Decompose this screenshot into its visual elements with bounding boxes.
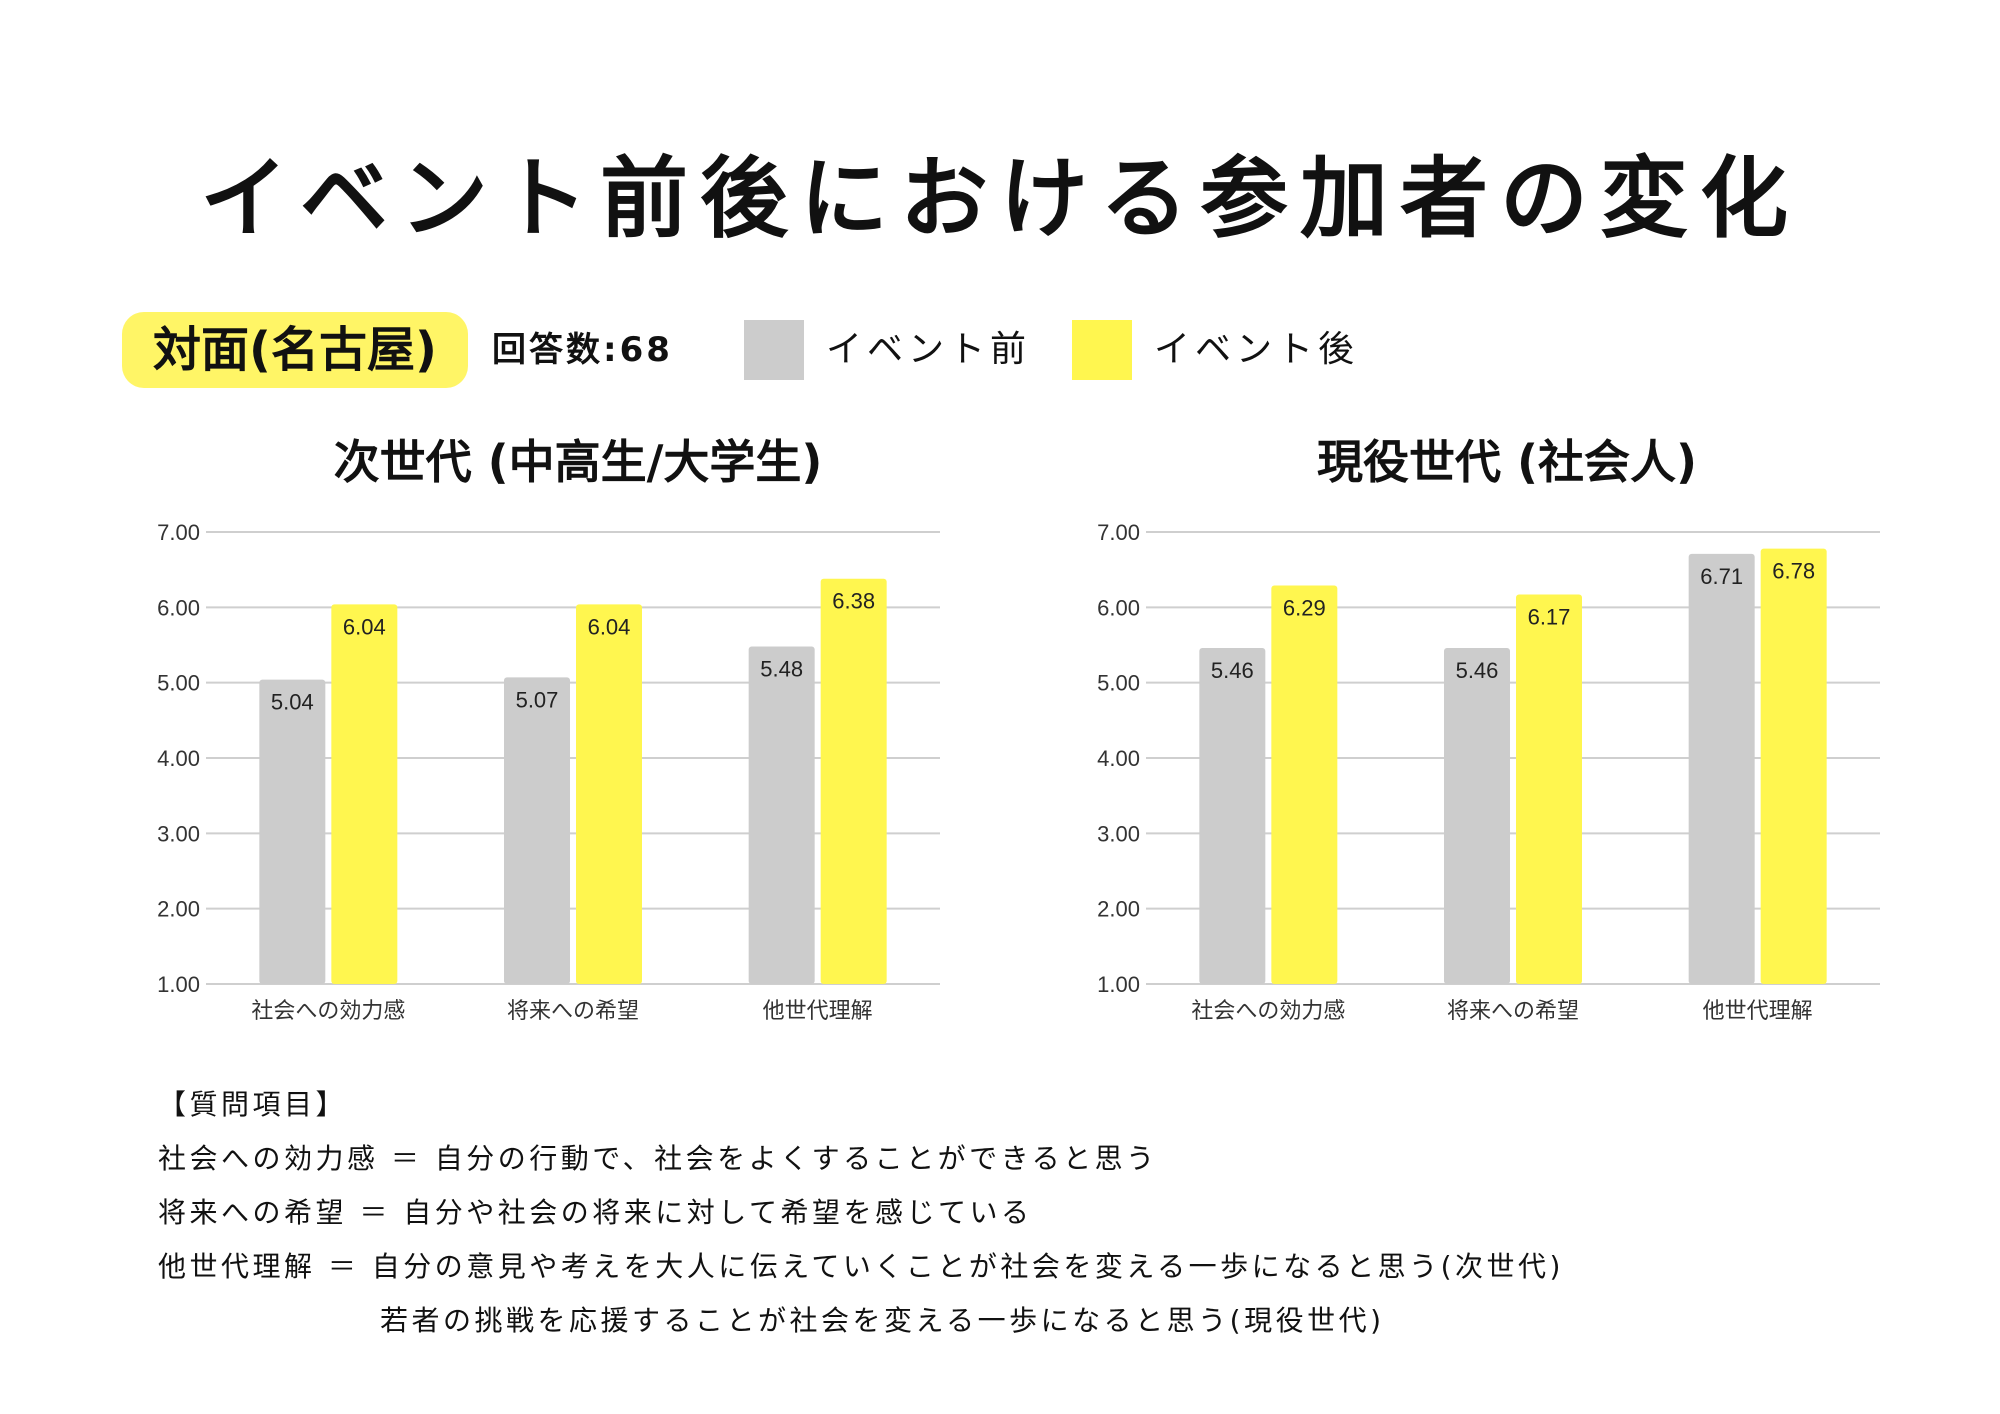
bar-after bbox=[576, 604, 642, 984]
notes-line: 若者の挑戦を応援することが社会を変える一歩になると思う(現役世代) bbox=[380, 1304, 1385, 1337]
x-category-label: 社会への効力感 bbox=[251, 999, 405, 1024]
bar-before bbox=[1199, 648, 1266, 984]
data-label: 6.04 bbox=[588, 614, 631, 639]
data-label: 5.07 bbox=[516, 687, 559, 712]
bar-after bbox=[1271, 585, 1338, 984]
data-label: 6.17 bbox=[1528, 605, 1571, 630]
bar-before bbox=[1688, 553, 1755, 984]
y-tick-label: 2.00 bbox=[157, 897, 200, 922]
data-label: 6.29 bbox=[1283, 595, 1326, 620]
bar-after bbox=[1516, 594, 1582, 984]
legend-label-after: イベント後 bbox=[1154, 329, 1360, 370]
x-category-label: 将来への希望 bbox=[507, 999, 639, 1024]
bar-before bbox=[259, 679, 326, 984]
y-tick-label: 1.00 bbox=[157, 972, 200, 997]
y-tick-label: 5.00 bbox=[157, 671, 200, 696]
location-badge: 対面(名古屋) bbox=[122, 312, 468, 388]
bar-after bbox=[1760, 548, 1827, 984]
y-tick-label: 5.00 bbox=[1097, 671, 1140, 696]
x-category-label: 社会への効力感 bbox=[1191, 999, 1345, 1024]
x-category-label: 他世代理解 bbox=[763, 999, 873, 1024]
data-label: 6.78 bbox=[1772, 559, 1815, 584]
legend-label-before: イベント前 bbox=[826, 329, 1032, 370]
y-tick-label: 3.00 bbox=[1097, 821, 1140, 846]
notes-heading: 【質問項目】 bbox=[158, 1088, 348, 1121]
y-tick-label: 4.00 bbox=[1097, 746, 1140, 771]
data-label: 6.71 bbox=[1700, 564, 1743, 589]
bar-after bbox=[820, 578, 887, 984]
y-tick-label: 7.00 bbox=[1097, 520, 1140, 545]
y-tick-label: 6.00 bbox=[1097, 595, 1140, 620]
x-category-label: 他世代理解 bbox=[1703, 999, 1813, 1024]
data-label: 6.38 bbox=[832, 589, 875, 614]
chart-working-generation: 1.00 2.00 3.00 4.00 5.00 6.00 7.00 5.46 6.29 社会への… bbox=[1097, 520, 1880, 1024]
data-label: 5.04 bbox=[271, 690, 314, 715]
y-tick-label: 7.00 bbox=[157, 520, 200, 545]
y-tick-label: 4.00 bbox=[157, 746, 200, 771]
legend-swatch-before bbox=[744, 320, 804, 380]
respondent-count: 回答数:68 bbox=[492, 330, 673, 370]
data-label: 5.46 bbox=[1456, 658, 1499, 683]
chart-title-next-generation: 次世代 (中高生/大学生) bbox=[333, 435, 823, 489]
y-tick-label: 2.00 bbox=[1097, 897, 1140, 922]
page-title: イベント前後における参加者の変化 bbox=[199, 147, 1800, 250]
data-label: 6.04 bbox=[343, 614, 386, 639]
question-notes: 【質問項目】 社会への効力感 ＝ 自分の行動で、社会をよくすることができると思う… bbox=[158, 1078, 1564, 1348]
chart-next-generation: 1.00 2.00 3.00 4.00 5.00 6.00 7.00 5.04 6.04 社会への… bbox=[157, 520, 940, 1024]
data-label: 5.46 bbox=[1211, 658, 1254, 683]
data-label: 5.48 bbox=[760, 657, 803, 682]
x-category-label: 将来への希望 bbox=[1447, 999, 1579, 1024]
chart-title-working-generation: 現役世代 (社会人) bbox=[1316, 435, 1698, 489]
y-tick-label: 3.00 bbox=[157, 821, 200, 846]
bar-after bbox=[331, 604, 398, 984]
y-tick-label: 1.00 bbox=[1097, 972, 1140, 997]
notes-line: 他世代理解 ＝ 自分の意見や考えを大人に伝えていくことが社会を変える一歩になると… bbox=[158, 1250, 1564, 1283]
bar-before bbox=[1444, 648, 1510, 984]
legend-swatch-after bbox=[1072, 320, 1132, 380]
bar-before bbox=[748, 646, 815, 984]
notes-line: 将来への希望 ＝ 自分や社会の将来に対して希望を感じている bbox=[158, 1196, 1033, 1229]
notes-line: 社会への効力感 ＝ 自分の行動で、社会をよくすることができると思う bbox=[158, 1142, 1158, 1175]
y-tick-label: 6.00 bbox=[157, 595, 200, 620]
bar-before bbox=[504, 677, 570, 984]
